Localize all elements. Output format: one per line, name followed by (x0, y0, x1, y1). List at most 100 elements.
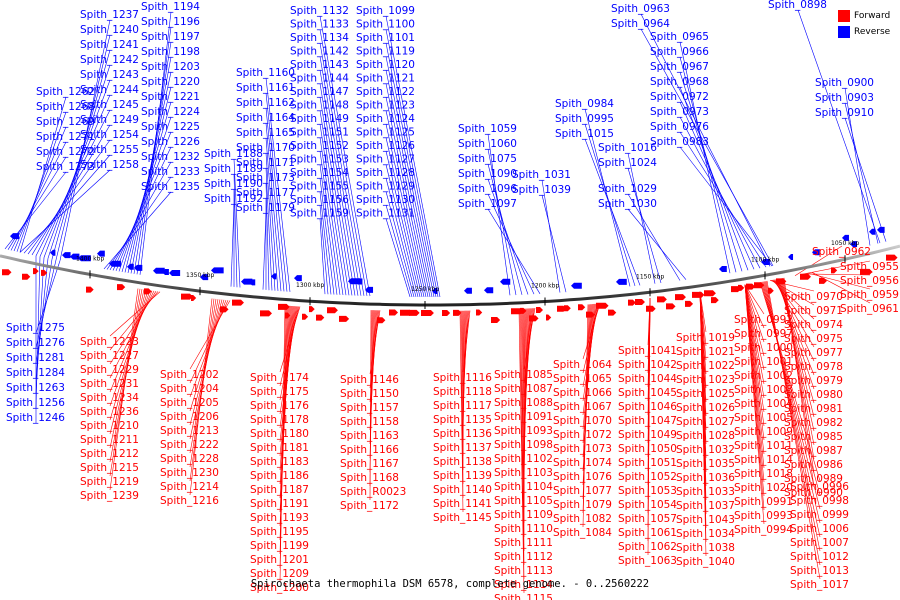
forward-gene-feature (117, 284, 126, 291)
gene-label: Spith_0998 (790, 495, 849, 507)
gene-label: Spith_1072 (553, 429, 612, 441)
forward-gene-feature (491, 317, 501, 324)
gene-label: Spith_1110 (494, 523, 553, 535)
forward-gene-feature (453, 309, 462, 316)
gene-label: Spith_0975 (784, 333, 843, 345)
leader-line (189, 298, 213, 496)
forward-gene-feature (2, 269, 12, 276)
gene-label: Spith_1167 (340, 458, 399, 470)
reverse-gene-feature (571, 282, 582, 289)
kbp-tick-label: 1150 kbp (636, 273, 664, 280)
gene-label: Spith_0970 (784, 291, 843, 303)
leader-line (19, 169, 111, 253)
reverse-gene-feature (294, 275, 302, 282)
gene-label: Spith_1172 (340, 500, 399, 512)
gene-label: Spith_1013 (790, 565, 849, 577)
gene-label: Spith_1200 (250, 582, 309, 594)
gene-label: Spith_1131 (356, 208, 415, 220)
gene-label: Spith_1244 (80, 84, 139, 96)
gene-label: Spith_1211 (80, 434, 139, 446)
leader-line (189, 299, 227, 398)
gene-label: Spith_1229 (80, 364, 139, 376)
kbp-ticks: 1050 kbp 1100 kbp 1150 kbp 1200 kbp 1250 kbp… (76, 240, 859, 309)
forward-gene-feature (646, 305, 656, 312)
gene-label: Spith_1046 (618, 401, 677, 413)
gene-label: Spith_1168 (340, 472, 399, 484)
gene-label: Spith_1062 (618, 541, 677, 553)
gene-label: Spith_0979 (784, 375, 843, 387)
gene-label: Spith_1014 (734, 454, 793, 466)
kbp-tick-label: 1250 kbp (411, 286, 439, 293)
gene-label: Spith_1118 (433, 386, 492, 398)
gene-label: Spith_0976 (650, 121, 709, 133)
gene-label: Spith_1073 (553, 443, 612, 455)
forward-gene-feature (608, 309, 617, 316)
kbp-tick-label: 1200 kbp (531, 283, 559, 290)
gene-label: Spith_1258 (80, 159, 139, 171)
forward-gene-feature (476, 309, 483, 316)
reverse-gene-feature (719, 265, 727, 272)
forward-gene-feature (768, 287, 774, 294)
gene-label: Spith_1060 (458, 138, 517, 150)
leader-line (319, 218, 326, 295)
gene-label: Spith_1047 (618, 415, 677, 427)
leader-line (640, 13, 771, 267)
gene-label: Spith_1063 (618, 555, 677, 567)
reverse-gene-feature (788, 254, 794, 261)
leader-line (103, 191, 172, 270)
gene-label: Spith_1255 (80, 144, 139, 156)
gene-label: Spith_1141 (433, 498, 492, 510)
leader-line (319, 29, 368, 297)
gene-label: Spith_1093 (494, 425, 553, 437)
gene-label: Spith_1145 (433, 512, 492, 524)
gene-label: Spith_1116 (433, 372, 492, 384)
gene-label: Spith_1150 (340, 388, 399, 400)
leader-line (385, 56, 435, 298)
gene-label: Spith_1219 (80, 476, 139, 488)
leader-line (385, 137, 423, 298)
gene-label: Spith_1236 (80, 406, 139, 418)
gene-label: Spith_0959 (840, 289, 899, 301)
leader-line (519, 308, 525, 580)
gene-label: Spith_1011 (734, 440, 793, 452)
gene-label: Spith_1045 (618, 387, 677, 399)
gene-label: Spith_1196 (141, 16, 200, 28)
leader-line (319, 177, 335, 295)
leader-line (279, 305, 286, 583)
leader-line (265, 152, 276, 291)
forward-gene-feature (886, 254, 898, 261)
gene-label: Spith_1231 (80, 378, 139, 390)
reverse-swatch (838, 26, 850, 38)
gene-label: Spith_1097 (458, 198, 517, 210)
reverse-gene-feature (62, 252, 71, 259)
leader-line (319, 150, 341, 295)
leader-line (233, 158, 241, 288)
gene-label: Spith_0981 (784, 403, 843, 415)
reverse-gene-feature (500, 278, 511, 285)
gene-label: Spith_1269 (36, 116, 95, 128)
forward-gene-feature (800, 273, 812, 280)
gene-label: Spith_1210 (80, 420, 139, 432)
forward-gene-feature (546, 314, 552, 321)
gene-label: Spith_1230 (160, 467, 219, 479)
leader-line (109, 291, 157, 365)
forward-gene-feature (232, 299, 244, 306)
leader-line (35, 257, 45, 394)
gene-label: Spith_1126 (356, 140, 415, 152)
reverse-gene-feature (365, 286, 374, 293)
forward-gene-feature (316, 314, 325, 321)
forward-gene-feature (421, 309, 434, 316)
gene-label: Spith_1023 (676, 374, 735, 386)
gene-label: Spith_1234 (80, 392, 139, 404)
leader-line (106, 176, 172, 270)
reverse-gene-feature (877, 226, 885, 233)
gene-label: Spith_R0023 (340, 486, 406, 498)
gene-label: Spith_1143 (290, 59, 349, 71)
gene-label: Spith_1074 (553, 457, 612, 469)
reverse-gene-feature (78, 255, 91, 262)
gene-label: Spith_1098 (494, 439, 553, 451)
gene-label: Spith_1123 (356, 100, 415, 112)
gene-label: Spith_1041 (618, 345, 677, 357)
gene-label: Spith_0977 (784, 347, 843, 359)
